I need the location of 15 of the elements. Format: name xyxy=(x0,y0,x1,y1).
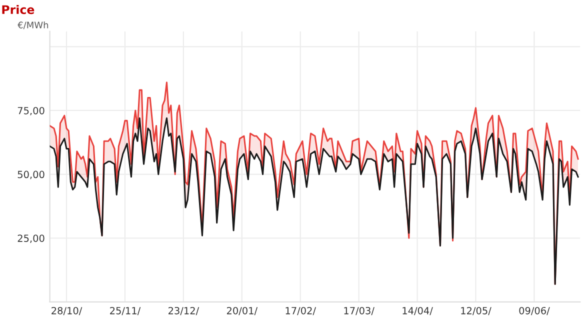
x-tick-label: 25/11/ xyxy=(110,306,141,316)
x-tick-label: 28/10/ xyxy=(52,306,82,316)
chart-title: Price xyxy=(2,4,34,14)
line-series xyxy=(50,117,579,285)
y-axis-title: €/MWh xyxy=(18,21,48,30)
x-tick-label: 14/04/ xyxy=(402,306,433,316)
y-tick-label: 25,00 xyxy=(18,234,44,243)
x-tick-label: 20/01/ xyxy=(226,306,258,316)
y-tick-label: 75,00 xyxy=(18,106,44,116)
x-tick-label: 17/03/ xyxy=(344,306,374,316)
x-tick-label: 12/05/ xyxy=(461,306,492,316)
y-tick-label: 50,00 xyxy=(18,170,44,180)
x-tick-label: 17/02/ xyxy=(286,306,316,316)
x-tick-label: 09/06/ xyxy=(519,306,550,316)
x-tick-label: 23/12/ xyxy=(168,306,200,316)
